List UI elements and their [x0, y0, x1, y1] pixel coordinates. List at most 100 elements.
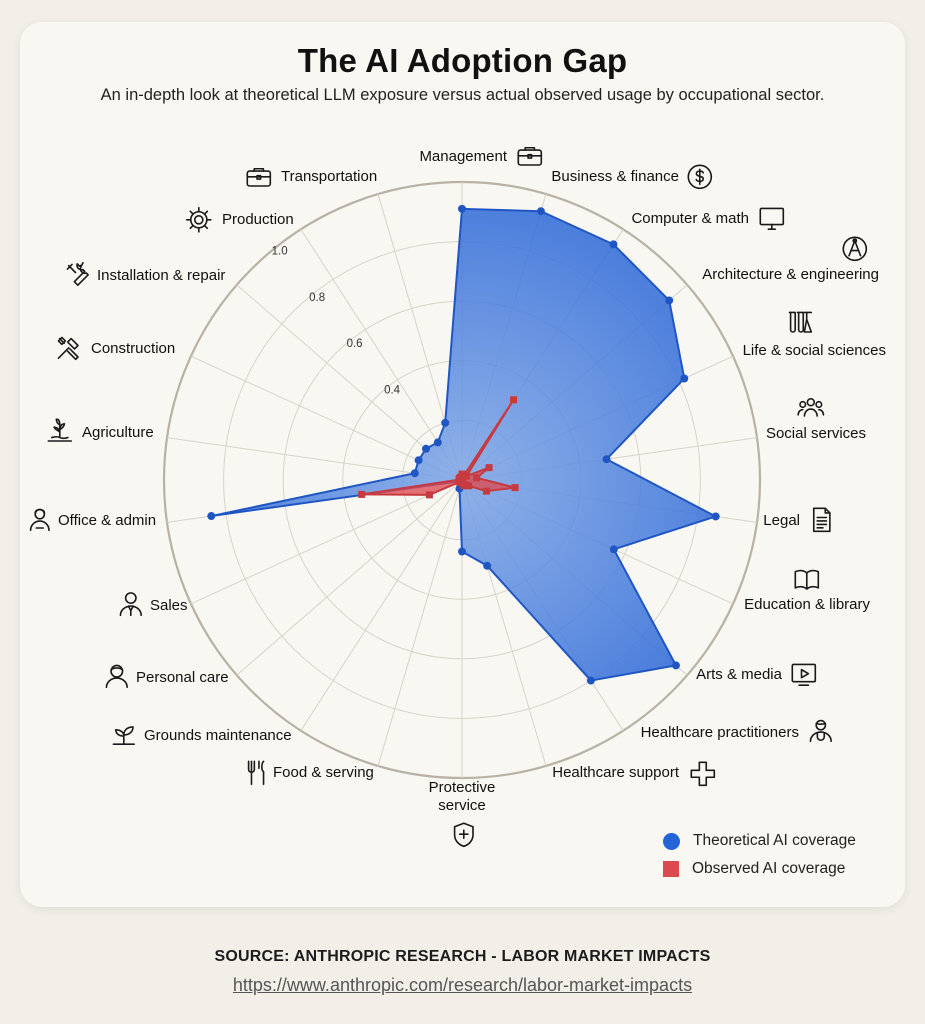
category-food-serving: Food & serving [247, 760, 374, 786]
category-label: Education & library [744, 596, 870, 613]
category-architecture-engineering: Architecture & engineering [702, 236, 879, 283]
observed-point [463, 472, 471, 480]
category-business-finance: Business & finance [551, 164, 713, 190]
category-label: Business & finance [551, 168, 679, 185]
radial-tick-labels: 0.4 0.6 0.8 1.0 [272, 246, 401, 397]
category-social-services: Social services [766, 397, 866, 442]
category-label: Social services [766, 425, 866, 442]
grid-spoke [190, 479, 463, 605]
theoretical-point [414, 456, 423, 465]
book-icon [794, 569, 820, 590]
office-worker-icon [29, 508, 50, 532]
theoretical-point [433, 438, 442, 447]
cross-icon [690, 761, 716, 787]
legend: Theoretical AI coverage Observed AI cove… [663, 827, 856, 883]
observed-point [457, 473, 465, 481]
category-installation-repair: Installation & repair [66, 261, 225, 286]
theoretical-point [207, 512, 216, 521]
category-label: Food & serving [273, 764, 374, 781]
category-agriculture: Agriculture [47, 418, 154, 442]
chart-title: The AI Adoption Gap [297, 42, 628, 79]
grid-spoke [377, 479, 463, 767]
theoretical-point [458, 547, 466, 556]
briefcase-icon [246, 167, 272, 187]
category-label: Computer & math [631, 210, 749, 227]
category-labels: Management Business & finance Computer & m… [29, 146, 886, 848]
observed-point [511, 484, 519, 492]
category-label: Arts & media [696, 666, 783, 683]
plant-icon [112, 726, 135, 745]
category-sales: Sales [119, 592, 188, 617]
category-personal-care: Personal care [105, 664, 229, 689]
category-label: Construction [91, 340, 175, 357]
wrench-icon [66, 261, 89, 286]
play-icon [791, 663, 817, 686]
briefcase-icon [517, 146, 543, 166]
legend-swatch-observed [663, 861, 679, 877]
legend-label-observed: Observed AI coverage [692, 860, 846, 877]
tick-label: 0.6 [347, 338, 363, 350]
gear-icon [185, 206, 212, 233]
theoretical-point [421, 444, 430, 453]
tick-label: 0.4 [384, 385, 401, 397]
category-label: Protective service [429, 779, 496, 814]
theoretical-point [680, 374, 689, 383]
radar-series [207, 204, 720, 685]
theoretical-point [586, 676, 595, 685]
observed-point [358, 490, 366, 498]
legend-item-theoretical: Theoretical AI coverage [663, 827, 856, 855]
fork-knife-icon [247, 760, 265, 786]
legend-label-theoretical: Theoretical AI coverage [693, 832, 856, 849]
category-label: Sales [150, 597, 188, 614]
theoretical-point [483, 561, 492, 570]
theoretical-point [711, 512, 720, 521]
theoretical-point [410, 469, 419, 478]
person-icon [105, 664, 128, 689]
category-grounds-maintenance: Grounds maintenance [112, 726, 292, 745]
theoretical-point [665, 296, 674, 305]
category-label: Life & social sciences [743, 342, 886, 359]
series-observed [358, 396, 519, 499]
people-icon [797, 397, 825, 417]
salesperson-icon [119, 592, 142, 617]
category-education-library: Education & library [744, 569, 870, 613]
category-label: Agriculture [82, 424, 154, 441]
observed-point [482, 487, 490, 495]
chart-subtitle: An in-depth look at theoretical LLM expo… [100, 86, 825, 104]
category-legal: Legal [763, 507, 831, 533]
doctor-icon [809, 719, 832, 743]
monitor-icon [759, 207, 785, 230]
theoretical-point [671, 661, 680, 670]
legend-item-observed: Observed AI coverage [663, 855, 856, 883]
source-line: SOURCE: ANTHROPIC RESEARCH - LABOR MARKE… [214, 948, 711, 965]
theoretical-point [458, 204, 466, 213]
observed-point [485, 464, 493, 472]
flask-icon [788, 311, 813, 333]
compass-icon [842, 236, 868, 262]
category-label: Legal [763, 512, 800, 529]
category-label: Personal care [136, 669, 229, 686]
dollar-icon [687, 164, 713, 190]
tools-icon [57, 336, 79, 361]
category-life-social-sciences: Life & social sciences [743, 311, 886, 359]
category-label: Transportation [281, 168, 377, 185]
theoretical-point [609, 240, 618, 249]
category-computer-math: Computer & math [631, 207, 785, 230]
category-transportation: Transportation [246, 167, 377, 187]
tick-label: 0.8 [309, 292, 325, 304]
grid-spoke [300, 479, 463, 731]
series-theoretical [207, 204, 720, 685]
category-office-admin: Office & admin [29, 508, 156, 532]
category-label: Management [419, 148, 507, 165]
category-label: Office & admin [58, 512, 156, 529]
source-link[interactable]: https://www.anthropic.com/research/labor… [232, 975, 693, 995]
observed-point [510, 396, 518, 404]
observed-point [465, 482, 473, 490]
theoretical-point [609, 545, 618, 554]
category-label: Grounds maintenance [144, 727, 292, 744]
theoretical-point [602, 455, 611, 464]
legend-swatch-theoretical [663, 832, 680, 850]
tick-label: 1.0 [272, 246, 288, 258]
category-production: Production [185, 206, 294, 233]
